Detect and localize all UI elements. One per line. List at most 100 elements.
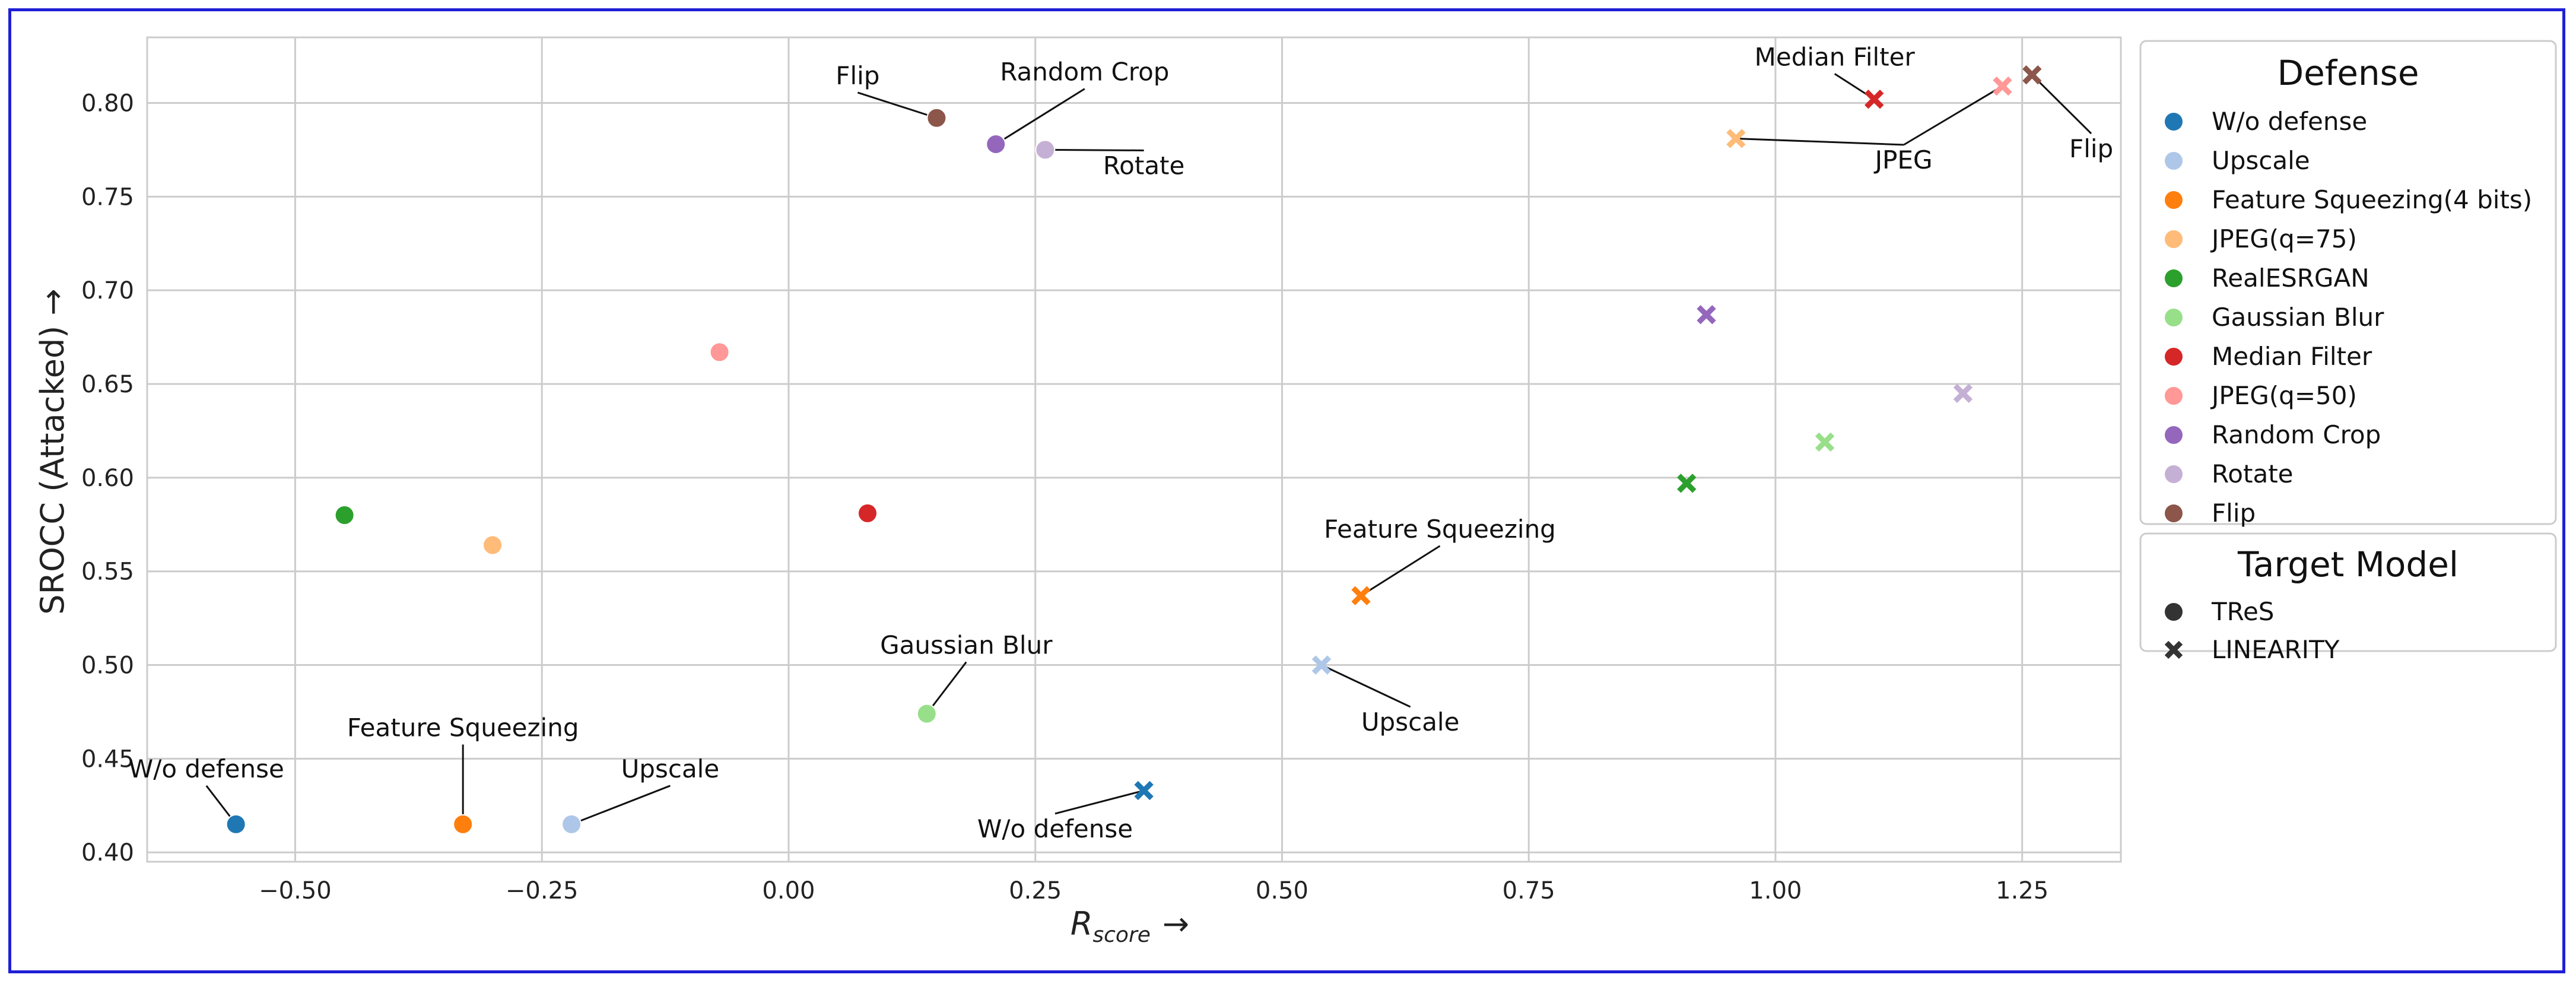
tick-labels: −0.50 −0.25 0.00 0.25 0.50 0.75 1.00 1.25 0.40 0.… bbox=[81, 90, 2048, 904]
legend-model-label: TReS bbox=[2211, 597, 2274, 626]
model-legend-items: TReS LINEARITY bbox=[2164, 597, 2340, 664]
y-tick-label: 0.70 bbox=[81, 277, 134, 304]
tres-point bbox=[986, 134, 1006, 154]
legend-defense-marker bbox=[2165, 191, 2183, 209]
legend-defense-label: Rotate bbox=[2212, 459, 2294, 488]
x-axis-title: Rscore → bbox=[1071, 905, 1189, 947]
x-marker-stroke bbox=[1864, 89, 1884, 109]
legend-defense-label: Flip bbox=[2212, 499, 2256, 528]
legend-defense-label: Feature Squeezing(4 bits) bbox=[2212, 185, 2532, 214]
tres-point bbox=[453, 814, 474, 834]
annotation-label: Median Filter bbox=[1755, 42, 1916, 71]
legend-defense-label: JPEG(q=75) bbox=[2210, 224, 2357, 253]
linearity-point bbox=[1697, 305, 1716, 325]
annotation-label: Rotate bbox=[1103, 151, 1185, 180]
annotation-label: Upscale bbox=[1361, 707, 1460, 737]
y-tick-label: 0.40 bbox=[81, 839, 134, 866]
scatter-chart: −0.50 −0.25 0.00 0.25 0.50 0.75 1.00 1.25 0.40 0.… bbox=[34, 36, 2557, 947]
x-marker-stroke bbox=[1134, 780, 1154, 801]
y-tick-label: 0.75 bbox=[81, 183, 134, 211]
legend-defense-marker bbox=[2165, 113, 2183, 131]
annotation-leader-line bbox=[1903, 85, 2003, 146]
legend-defense-marker bbox=[2165, 387, 2183, 405]
linearity-point bbox=[1311, 655, 1332, 675]
legend-defense-marker bbox=[2165, 309, 2183, 326]
annotation-leader-line bbox=[1736, 137, 1904, 146]
legend-defense-marker bbox=[2165, 230, 2183, 248]
y-tick-label: 0.45 bbox=[81, 745, 134, 773]
annotation-label: Gaussian Blur bbox=[880, 631, 1053, 660]
y-tick-label: 0.80 bbox=[81, 90, 134, 117]
x-marker-stroke bbox=[2022, 65, 2042, 85]
y-tick-label: 0.50 bbox=[81, 652, 134, 680]
annotations: W/o defense Feature Squeezing Upscale W/o d… bbox=[129, 42, 2114, 843]
linearity-point bbox=[1134, 780, 1154, 801]
legend-defense-marker bbox=[2165, 152, 2183, 170]
model-legend-title: Target Model bbox=[2237, 544, 2459, 585]
legend-defense-label: JPEG(q=50) bbox=[2210, 381, 2357, 410]
x-marker-stroke bbox=[1697, 305, 1716, 325]
x-tick-label: 0.00 bbox=[762, 877, 815, 904]
defense-legend-items: W/o defense Upscale Feature Squeezing(4 bi… bbox=[2165, 107, 2532, 528]
x-marker-stroke bbox=[2164, 640, 2183, 659]
legend-defense-label: Gaussian Blur bbox=[2212, 303, 2384, 332]
legend-defense-marker bbox=[2165, 504, 2183, 522]
x-tick-label: −0.25 bbox=[506, 877, 579, 904]
x-marker-stroke bbox=[1726, 129, 1746, 148]
annotation-leader-line bbox=[926, 661, 967, 715]
linearity-point bbox=[1726, 129, 1746, 148]
x-tick-label: 1.25 bbox=[1996, 877, 2048, 904]
x-tick-label: 0.50 bbox=[1256, 877, 1308, 904]
annotation-leader-line bbox=[571, 785, 671, 826]
annotation-label: Feature Squeezing bbox=[347, 713, 579, 742]
linearity-point bbox=[1953, 383, 1973, 403]
y-tick-label: 0.65 bbox=[81, 371, 134, 398]
x-marker-stroke bbox=[1815, 432, 1835, 452]
tres-point bbox=[334, 504, 355, 525]
x-tick-label: 0.75 bbox=[1503, 877, 1555, 904]
annotation-leader-line bbox=[2031, 74, 2092, 135]
tres-point bbox=[561, 814, 582, 834]
annotation-label: Upscale bbox=[621, 754, 720, 783]
x-marker-stroke bbox=[1953, 383, 1973, 403]
tres-point bbox=[709, 342, 730, 363]
legend-model-marker bbox=[2165, 603, 2183, 621]
legend-defense-marker bbox=[2165, 348, 2183, 366]
annotation-leader-line bbox=[1321, 664, 1411, 708]
grid-lines bbox=[147, 37, 2121, 862]
x-tick-label: −0.50 bbox=[259, 877, 332, 904]
x-tick-label: 0.25 bbox=[1009, 877, 1062, 904]
tres-point bbox=[926, 107, 947, 128]
annotation-leader-line bbox=[995, 88, 1085, 145]
annotation-label: W/o defense bbox=[977, 814, 1133, 843]
defense-legend-title: Defense bbox=[2277, 53, 2419, 93]
model-legend-box bbox=[2139, 532, 2557, 652]
annotation-label: Flip bbox=[2069, 134, 2113, 163]
tres-point bbox=[857, 503, 878, 523]
linearity-point bbox=[1864, 89, 1884, 109]
annotation-leader-line bbox=[1360, 545, 1441, 597]
x-marker-stroke bbox=[1677, 474, 1697, 493]
annotation-label: W/o defense bbox=[129, 754, 284, 783]
linearity-point bbox=[1351, 586, 1371, 605]
annotation-leader-line bbox=[857, 91, 937, 119]
x-marker-stroke bbox=[1311, 655, 1332, 675]
tres-point bbox=[916, 703, 937, 724]
tres-point bbox=[225, 814, 246, 834]
legend-defense-label: Median Filter bbox=[2212, 342, 2372, 371]
y-tick-label: 0.60 bbox=[81, 465, 134, 492]
annotation-label: JPEG bbox=[1873, 145, 1933, 174]
y-tick-label: 0.55 bbox=[81, 558, 134, 586]
legend-model-marker bbox=[2164, 640, 2183, 659]
linearity-point bbox=[1993, 76, 2012, 96]
linearity-point bbox=[2022, 65, 2042, 85]
annotation-label: Random Crop bbox=[1000, 58, 1169, 87]
annotation-label: Flip bbox=[836, 61, 879, 90]
annotation-leader-line bbox=[1054, 789, 1145, 815]
x-tick-label: 1.00 bbox=[1749, 877, 1802, 904]
legend-defense-marker bbox=[2165, 269, 2183, 287]
legend-defense-label: Upscale bbox=[2212, 146, 2310, 175]
figure-frame: −0.50 −0.25 0.00 0.25 0.50 0.75 1.00 1.25 0.40 0.… bbox=[8, 8, 2565, 973]
y-axis-title: SROCC (Attacked) → bbox=[34, 288, 71, 614]
plot-area bbox=[146, 36, 2122, 863]
